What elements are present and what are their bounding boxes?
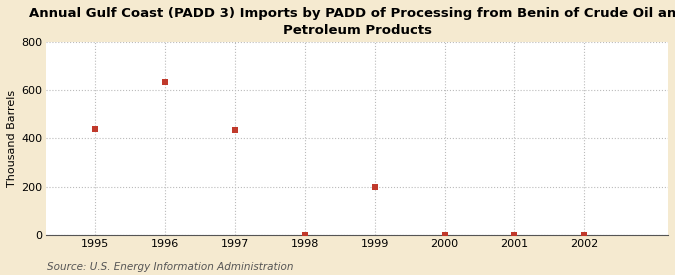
Title: Annual Gulf Coast (PADD 3) Imports by PADD of Processing from Benin of Crude Oil: Annual Gulf Coast (PADD 3) Imports by PA… xyxy=(29,7,675,37)
Point xyxy=(509,232,520,237)
Point xyxy=(369,184,380,189)
Point xyxy=(579,232,590,237)
Text: Source: U.S. Energy Information Administration: Source: U.S. Energy Information Administ… xyxy=(47,262,294,272)
Point xyxy=(300,232,310,237)
Point xyxy=(439,232,450,237)
Y-axis label: Thousand Barrels: Thousand Barrels xyxy=(7,90,17,187)
Point xyxy=(90,126,101,131)
Point xyxy=(160,80,171,85)
Point xyxy=(230,127,240,132)
